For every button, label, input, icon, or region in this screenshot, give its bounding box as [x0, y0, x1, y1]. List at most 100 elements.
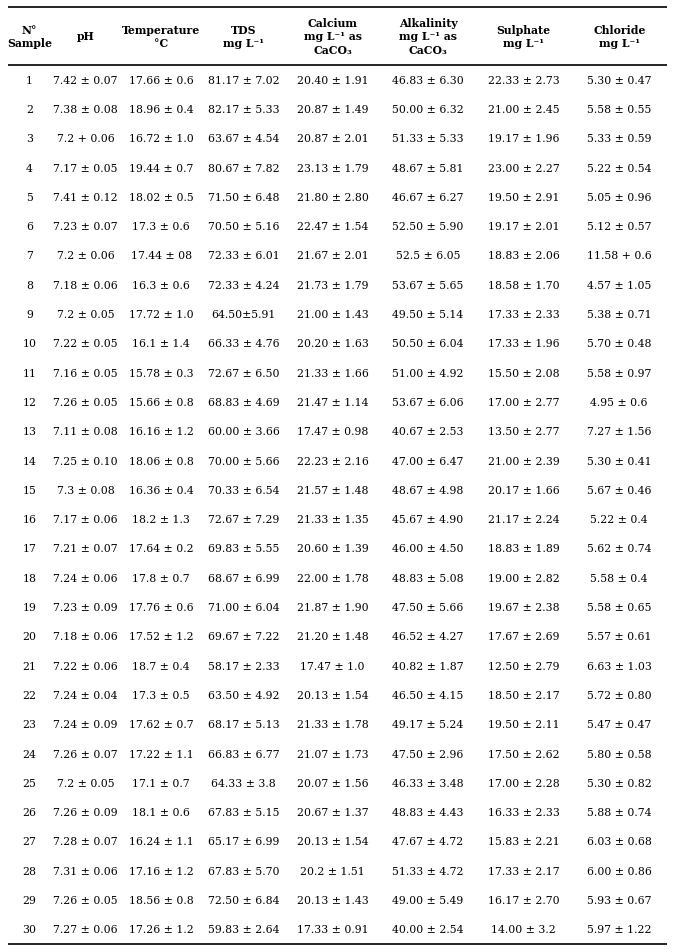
- Text: 46.52 ± 4.27: 46.52 ± 4.27: [392, 632, 464, 642]
- Text: 5: 5: [26, 192, 33, 203]
- Text: 7.3 ± 0.08: 7.3 ± 0.08: [57, 486, 114, 495]
- Text: 15.78 ± 0.3: 15.78 ± 0.3: [129, 368, 194, 378]
- Text: 72.67 ± 6.50: 72.67 ± 6.50: [208, 368, 279, 378]
- Text: 7.41 ± 0.12: 7.41 ± 0.12: [53, 192, 117, 203]
- Text: 20.13 ± 1.54: 20.13 ± 1.54: [297, 690, 369, 701]
- Text: 18.56 ± 0.8: 18.56 ± 0.8: [129, 895, 194, 905]
- Text: 20.13 ± 1.43: 20.13 ± 1.43: [297, 895, 369, 905]
- Text: 69.83 ± 5.55: 69.83 ± 5.55: [208, 544, 279, 554]
- Text: 72.33 ± 4.24: 72.33 ± 4.24: [208, 281, 279, 290]
- Text: 23.00 ± 2.27: 23.00 ± 2.27: [488, 164, 560, 173]
- Text: 22.47 ± 1.54: 22.47 ± 1.54: [297, 222, 369, 232]
- Text: 7.2 ± 0.05: 7.2 ± 0.05: [57, 309, 114, 320]
- Text: 21.33 ± 1.66: 21.33 ± 1.66: [296, 368, 369, 378]
- Text: 16.1 ± 1.4: 16.1 ± 1.4: [132, 339, 190, 349]
- Text: 18.1 ± 0.6: 18.1 ± 0.6: [132, 807, 190, 817]
- Text: 17.44 ± 08: 17.44 ± 08: [131, 251, 192, 261]
- Text: 19.50 ± 2.11: 19.50 ± 2.11: [488, 720, 560, 729]
- Text: 5.58 ± 0.65: 5.58 ± 0.65: [587, 603, 651, 612]
- Text: 7.26 ± 0.05: 7.26 ± 0.05: [53, 895, 117, 905]
- Text: 21.00 ± 2.39: 21.00 ± 2.39: [488, 456, 560, 466]
- Text: 20: 20: [22, 632, 36, 642]
- Text: 5.05 ± 0.96: 5.05 ± 0.96: [587, 192, 651, 203]
- Text: 18.96 ± 0.4: 18.96 ± 0.4: [129, 105, 194, 115]
- Text: Calcium
mg L⁻¹ as
CaCO₃: Calcium mg L⁻¹ as CaCO₃: [304, 18, 362, 56]
- Text: 5.62 ± 0.74: 5.62 ± 0.74: [587, 544, 651, 554]
- Text: 22.33 ± 2.73: 22.33 ± 2.73: [488, 75, 560, 86]
- Text: 21.33 ± 1.35: 21.33 ± 1.35: [297, 515, 369, 525]
- Text: 67.83 ± 5.70: 67.83 ± 5.70: [208, 865, 279, 876]
- Text: 5.12 ± 0.57: 5.12 ± 0.57: [587, 222, 651, 232]
- Text: 10: 10: [22, 339, 36, 349]
- Text: 21.87 ± 1.90: 21.87 ± 1.90: [297, 603, 369, 612]
- Text: 48.83 ± 4.43: 48.83 ± 4.43: [392, 807, 464, 817]
- Text: 9: 9: [26, 309, 33, 320]
- Text: 7.24 ± 0.09: 7.24 ± 0.09: [53, 720, 117, 729]
- Text: 21.17 ± 2.24: 21.17 ± 2.24: [488, 515, 560, 525]
- Text: 66.33 ± 4.76: 66.33 ± 4.76: [208, 339, 279, 349]
- Text: 7.18 ± 0.06: 7.18 ± 0.06: [53, 632, 118, 642]
- Text: 30: 30: [22, 924, 36, 934]
- Text: 17.22 ± 1.1: 17.22 ± 1.1: [129, 749, 194, 759]
- Text: 1: 1: [26, 75, 33, 86]
- Text: 49.00 ± 5.49: 49.00 ± 5.49: [392, 895, 464, 905]
- Text: 19.50 ± 2.91: 19.50 ± 2.91: [488, 192, 560, 203]
- Text: 20.20 ± 1.63: 20.20 ± 1.63: [296, 339, 369, 349]
- Text: 29: 29: [22, 895, 36, 905]
- Text: 5.30 ± 0.41: 5.30 ± 0.41: [587, 456, 651, 466]
- Text: 72.67 ± 7.29: 72.67 ± 7.29: [208, 515, 279, 525]
- Text: 17.3 ± 0.5: 17.3 ± 0.5: [132, 690, 190, 701]
- Text: 17.76 ± 0.6: 17.76 ± 0.6: [129, 603, 194, 612]
- Text: 69.67 ± 7.22: 69.67 ± 7.22: [208, 632, 279, 642]
- Text: 7.17 ± 0.06: 7.17 ± 0.06: [53, 515, 117, 525]
- Text: 17.33 ± 2.17: 17.33 ± 2.17: [488, 865, 560, 876]
- Text: 63.67 ± 4.54: 63.67 ± 4.54: [208, 134, 279, 144]
- Text: 11: 11: [22, 368, 36, 378]
- Text: 4.57 ± 1.05: 4.57 ± 1.05: [587, 281, 651, 290]
- Text: 5.58 ± 0.4: 5.58 ± 0.4: [591, 573, 648, 584]
- Text: 7.25 ± 0.10: 7.25 ± 0.10: [53, 456, 117, 466]
- Text: 18.50 ± 2.17: 18.50 ± 2.17: [488, 690, 560, 701]
- Text: 5.88 ± 0.74: 5.88 ± 0.74: [587, 807, 651, 817]
- Text: 21.73 ± 1.79: 21.73 ± 1.79: [297, 281, 369, 290]
- Text: 80.67 ± 7.82: 80.67 ± 7.82: [208, 164, 279, 173]
- Text: 15: 15: [22, 486, 36, 495]
- Text: 16.33 ± 2.33: 16.33 ± 2.33: [488, 807, 560, 817]
- Text: 18.2 ± 1.3: 18.2 ± 1.3: [132, 515, 190, 525]
- Text: 7.2 + 0.06: 7.2 + 0.06: [57, 134, 114, 144]
- Text: 67.83 ± 5.15: 67.83 ± 5.15: [208, 807, 279, 817]
- Text: 17.62 ± 0.7: 17.62 ± 0.7: [129, 720, 194, 729]
- Text: 47.00 ± 6.47: 47.00 ± 6.47: [392, 456, 464, 466]
- Text: Chloride
mg L⁻¹: Chloride mg L⁻¹: [593, 25, 645, 50]
- Text: 24: 24: [22, 749, 36, 759]
- Text: 4.95 ± 0.6: 4.95 ± 0.6: [591, 398, 648, 407]
- Text: 7.31 ± 0.06: 7.31 ± 0.06: [53, 865, 118, 876]
- Text: 5.30 ± 0.82: 5.30 ± 0.82: [587, 778, 651, 788]
- Text: 17.64 ± 0.2: 17.64 ± 0.2: [129, 544, 194, 554]
- Text: Temperature
°C: Temperature °C: [122, 25, 200, 50]
- Text: 7.22 ± 0.06: 7.22 ± 0.06: [53, 661, 118, 671]
- Text: 20.40 ± 1.91: 20.40 ± 1.91: [297, 75, 369, 86]
- Text: 6.03 ± 0.68: 6.03 ± 0.68: [587, 837, 651, 846]
- Text: N°
Sample: N° Sample: [7, 25, 52, 50]
- Text: 12.50 ± 2.79: 12.50 ± 2.79: [488, 661, 560, 671]
- Text: 53.67 ± 5.65: 53.67 ± 5.65: [392, 281, 464, 290]
- Text: 5.58 ± 0.55: 5.58 ± 0.55: [587, 105, 651, 115]
- Text: 21.33 ± 1.78: 21.33 ± 1.78: [297, 720, 369, 729]
- Text: 7.42 ± 0.07: 7.42 ± 0.07: [53, 75, 117, 86]
- Text: 5.57 ± 0.61: 5.57 ± 0.61: [587, 632, 651, 642]
- Text: 5.47 ± 0.47: 5.47 ± 0.47: [587, 720, 651, 729]
- Text: 12: 12: [22, 398, 36, 407]
- Text: 7.26 ± 0.07: 7.26 ± 0.07: [53, 749, 117, 759]
- Text: 63.50 ± 4.92: 63.50 ± 4.92: [208, 690, 279, 701]
- Text: 50.50 ± 6.04: 50.50 ± 6.04: [392, 339, 464, 349]
- Text: 22.00 ± 1.78: 22.00 ± 1.78: [297, 573, 369, 584]
- Text: 7.38 ± 0.08: 7.38 ± 0.08: [53, 105, 118, 115]
- Text: 51.00 ± 4.92: 51.00 ± 4.92: [392, 368, 464, 378]
- Text: 17.8 ± 0.7: 17.8 ± 0.7: [132, 573, 190, 584]
- Text: 59.83 ± 2.64: 59.83 ± 2.64: [208, 924, 279, 934]
- Text: 17.72 ± 1.0: 17.72 ± 1.0: [129, 309, 194, 320]
- Text: 20.13 ± 1.54: 20.13 ± 1.54: [297, 837, 369, 846]
- Text: 21.47 ± 1.14: 21.47 ± 1.14: [297, 398, 369, 407]
- Text: 17.33 ± 0.91: 17.33 ± 0.91: [297, 924, 369, 934]
